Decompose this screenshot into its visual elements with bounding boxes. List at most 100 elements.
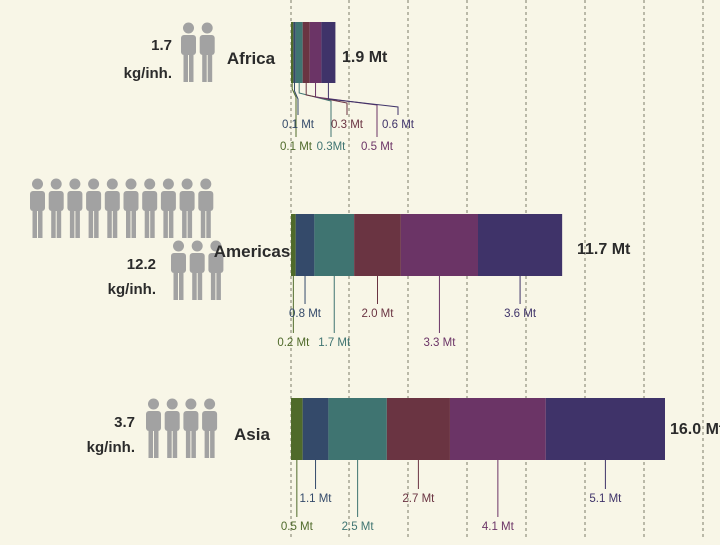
person-torso — [202, 411, 218, 431]
total-label: 16.0 Mt — [670, 421, 720, 438]
leader-line — [327, 83, 399, 115]
person-leg-left — [88, 208, 94, 238]
person-head — [162, 178, 174, 190]
person-torso — [48, 191, 64, 211]
person-head — [106, 178, 118, 190]
person-leg-right — [75, 208, 80, 238]
people-icons — [30, 178, 224, 300]
person-torso — [208, 253, 224, 273]
bar-segment — [291, 22, 294, 83]
bar-segment — [293, 22, 296, 83]
person-leg-right — [172, 428, 178, 458]
person-leg-left — [144, 208, 150, 238]
bar-segment — [291, 398, 303, 460]
person-head — [200, 178, 212, 190]
person-torso — [104, 191, 120, 211]
bar-segment — [295, 22, 303, 83]
segment-label: 0.1 Mt — [280, 141, 313, 153]
person-head — [144, 178, 156, 190]
person-torso — [181, 35, 196, 55]
person-leg-right — [131, 208, 136, 238]
person-torso — [189, 253, 205, 273]
person-head — [88, 178, 100, 190]
person-torso — [67, 191, 83, 211]
per-capita-unit: kg/inh. — [124, 65, 172, 82]
segment-label: 0.2 Mt — [277, 337, 310, 349]
bar-segment — [328, 398, 387, 460]
bar-segment — [302, 398, 329, 460]
person-leg-left — [182, 208, 187, 238]
region-name: Americas — [214, 242, 291, 261]
person-leg-left — [173, 270, 178, 300]
segment-label: 3.3 Mt — [423, 337, 456, 349]
person-leg-left — [200, 208, 206, 238]
bar-segment — [449, 398, 546, 460]
person-leg-left — [107, 208, 112, 238]
person-torso — [198, 191, 214, 211]
person-torso — [142, 191, 158, 211]
person-leg-left — [192, 270, 197, 300]
segment-label: 0.1 Mt — [282, 119, 315, 131]
segment-label: 2.5 Mt — [342, 521, 375, 533]
person-leg-right — [179, 270, 184, 300]
people-icons — [146, 398, 218, 458]
segment-label: 5.1 Mt — [589, 493, 622, 505]
person-leg-left — [32, 208, 37, 238]
region-americas: 12.2 kg/inh. Americas 11.7 Mt 0.2 Mt 0.8 Mt 1.… — [30, 178, 631, 349]
person-leg-left — [163, 208, 168, 238]
person-leg-right — [154, 428, 159, 458]
segment-label: 0.5 Mt — [361, 141, 394, 153]
person-head — [185, 398, 197, 410]
person-leg-right — [207, 52, 213, 82]
person-leg-right — [189, 52, 194, 82]
segment-label: 0.3Mt — [317, 141, 347, 153]
person-head — [125, 178, 137, 190]
leader-line — [294, 83, 299, 115]
person-leg-right — [210, 428, 215, 458]
segment-label: 2.7 Mt — [402, 493, 435, 505]
person-torso — [30, 191, 45, 211]
per-capita-unit: kg/inh. — [108, 281, 156, 298]
person-torso — [123, 191, 139, 211]
total-label: 1.9 Mt — [342, 49, 388, 66]
total-label: 11.7 Mt — [577, 241, 631, 258]
per-capita-value: 12.2 — [127, 256, 156, 273]
region-africa: 1.7kg/inh.Africa 1.9 Mt0.1 Mt0.1 Mt0.3Mt0… — [124, 22, 415, 153]
person-head — [148, 398, 159, 410]
person-leg-left — [183, 52, 188, 82]
segment-label: 2.0 Mt — [362, 308, 395, 320]
person-head — [183, 22, 194, 34]
person-leg-right — [191, 428, 196, 458]
person-leg-right — [216, 270, 221, 300]
segment-label: 3.6 Mt — [504, 308, 537, 320]
region-name: Africa — [227, 49, 276, 68]
bar-segment — [314, 214, 355, 276]
region-asia: 3.7 kg/inh. Asia 16.0 Mt 0.5 Mt 1.1 Mt 2.5 Mt 2… — [87, 398, 720, 533]
person-torso — [199, 35, 215, 55]
leader-line — [305, 83, 348, 115]
bar-segment — [321, 22, 336, 83]
bar-segment — [295, 214, 315, 276]
person-leg-left — [69, 208, 75, 238]
person-torso — [160, 191, 176, 211]
person-leg-left — [202, 52, 207, 82]
person-head — [50, 178, 62, 190]
person-torso — [164, 411, 180, 431]
person-leg-right — [56, 208, 62, 238]
person-leg-right — [197, 270, 203, 300]
segment-label: 1.1 Mt — [300, 493, 333, 505]
person-leg-right — [112, 208, 118, 238]
bar-segment — [478, 214, 563, 276]
bar-segment — [309, 22, 322, 83]
person-leg-right — [168, 208, 174, 238]
per-capita-value: 3.7 — [114, 414, 135, 431]
person-leg-left — [126, 208, 131, 238]
segment-label: 0.3 Mt — [331, 119, 364, 131]
segment-label: 0.5 Mt — [281, 521, 314, 533]
person-leg-right — [38, 208, 43, 238]
person-torso — [183, 411, 199, 431]
leader-line — [291, 83, 297, 137]
person-leg-left — [204, 428, 210, 458]
segment-label: 0.8 Mt — [289, 308, 322, 320]
